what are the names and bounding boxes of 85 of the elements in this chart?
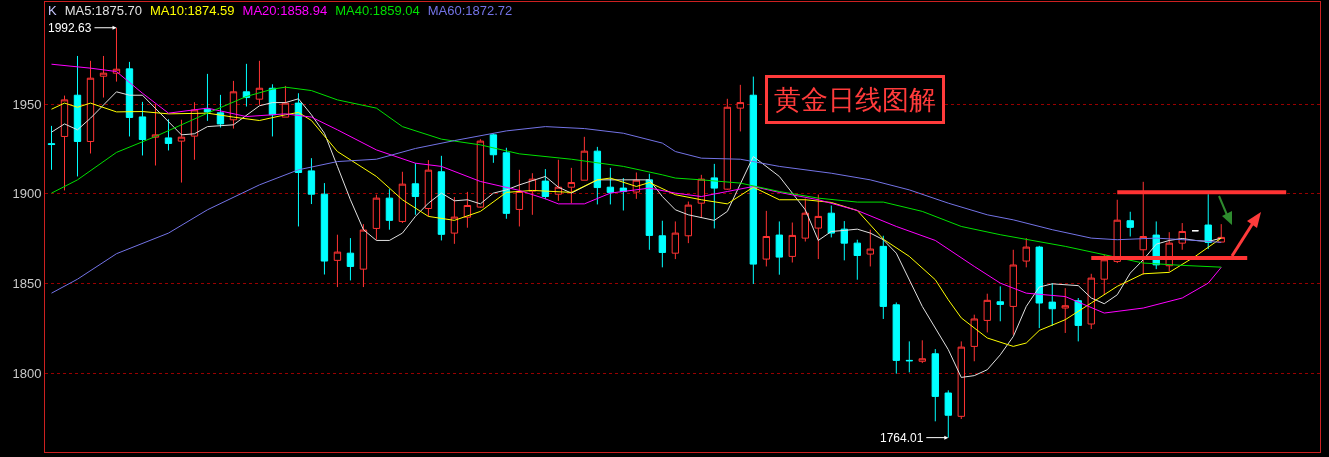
candlestick [138, 101, 147, 156]
candlestick [333, 234, 342, 288]
candlestick [801, 197, 810, 243]
candlestick [957, 340, 965, 420]
candlestick [450, 196, 459, 245]
candlestick [1087, 273, 1095, 330]
candlestick [164, 118, 173, 151]
candlestick [983, 293, 991, 333]
candlestick [684, 201, 693, 244]
annotation: K [48, 3, 57, 18]
candlestick [775, 220, 784, 276]
candlestick [749, 76, 758, 285]
candlestick [1009, 249, 1017, 336]
candlestick [476, 138, 485, 209]
candlestick [996, 285, 1004, 322]
text: MA60:1872.72 [427, 3, 513, 18]
candlestick [1061, 287, 1069, 334]
candlestick [502, 147, 511, 220]
candlestick [86, 60, 95, 154]
candlestick [827, 204, 835, 238]
text: MA10:1874.59 [150, 3, 235, 18]
candlestick [814, 194, 822, 260]
candlestick [723, 98, 732, 191]
candlestick [736, 84, 745, 132]
candlestick [541, 168, 550, 200]
candlestick [1048, 282, 1056, 327]
candlestick [320, 182, 329, 276]
candlestick [840, 220, 848, 261]
line-series [51, 126, 1222, 294]
candlestick [60, 95, 69, 191]
candlestick [918, 339, 926, 364]
candlestick [671, 220, 680, 260]
candlestick [866, 229, 874, 267]
text: MA20:1858.94 [242, 3, 328, 18]
y-tick-label: 1800 [12, 365, 42, 381]
candlestick [1126, 211, 1134, 237]
text: 黄金日线图解 [774, 84, 936, 115]
candlestick [567, 167, 576, 204]
candlestick [710, 163, 719, 229]
candlestick [879, 235, 887, 320]
candlestick [658, 220, 667, 268]
candlestick [346, 237, 355, 281]
candlestick [1035, 245, 1043, 329]
annotation: 1992.63 [48, 21, 92, 35]
candlestick [294, 92, 303, 227]
candlestick [606, 167, 615, 205]
candlestick [788, 222, 797, 263]
candlestick [125, 61, 134, 137]
candlestick [151, 103, 160, 167]
text: MA5:1875.70 [64, 3, 143, 18]
candlestick [931, 348, 939, 422]
candlestick [99, 55, 108, 99]
text: MA40:1859.04 [335, 3, 420, 18]
candlestick [398, 171, 407, 224]
candlestick [1204, 193, 1212, 250]
candlestick [515, 169, 524, 227]
candlestick [762, 210, 771, 267]
candlestick [424, 159, 433, 217]
candlestick [580, 136, 589, 181]
candlestick [645, 173, 654, 251]
candlestick [905, 340, 913, 373]
candlestick [216, 94, 225, 128]
candlestick [853, 239, 861, 281]
candlestick [307, 157, 316, 205]
candlestick [203, 73, 212, 122]
candlestick [970, 314, 978, 362]
candlestick [47, 125, 56, 171]
candlestick [359, 223, 368, 288]
candlestick [255, 60, 264, 106]
candlestick [463, 191, 472, 229]
line-series [51, 63, 1222, 314]
candlestick [385, 188, 394, 231]
candlestick [437, 155, 446, 241]
candlestick [372, 194, 381, 241]
candlestick [177, 119, 186, 184]
y-tick-label: 1950 [12, 96, 42, 112]
line-series [51, 86, 1222, 268]
candlestick [1022, 237, 1030, 268]
y-tick-label: 1900 [12, 186, 42, 202]
candlestick [892, 301, 900, 375]
y-tick-label: 1850 [12, 276, 42, 292]
candlestick [411, 162, 420, 216]
candlestick [489, 133, 498, 164]
annotation: 1764.01 [880, 431, 924, 445]
candlestick [73, 55, 82, 177]
